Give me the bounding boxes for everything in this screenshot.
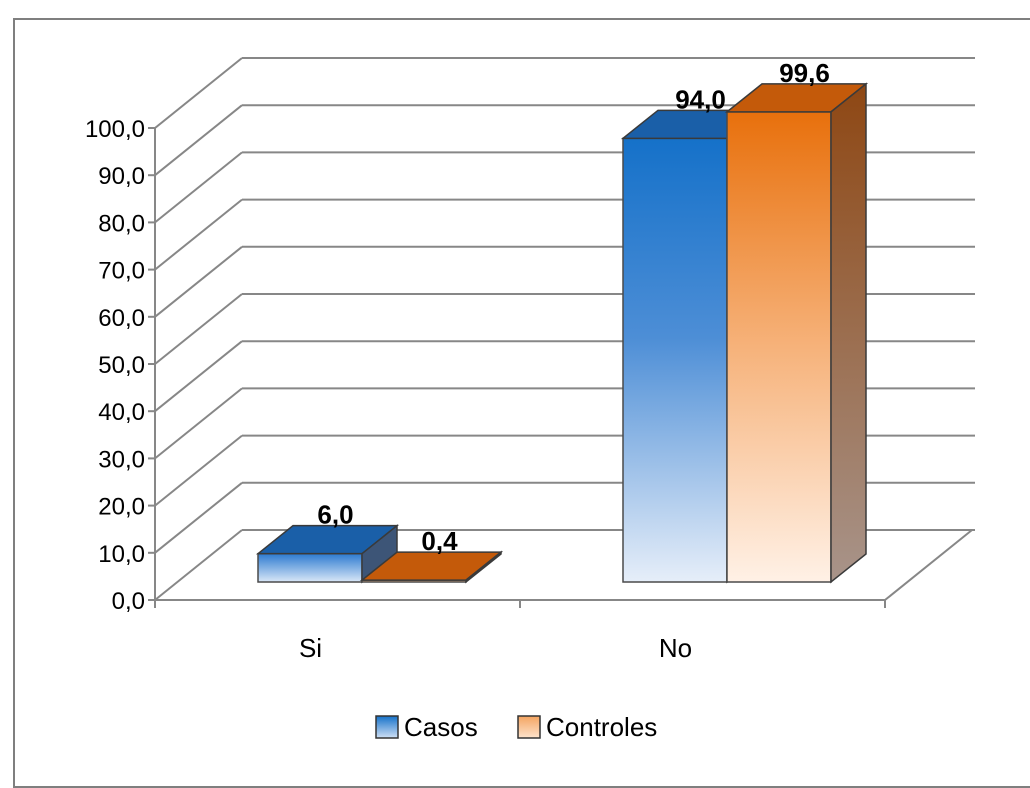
y-tick-label: 90,0 (98, 163, 145, 190)
data-label-casos-no: 94,0 (675, 84, 726, 114)
bar-casos-si (257, 552, 363, 583)
data-labels: 6,0 0,4 94,0 99,6 (317, 58, 829, 556)
floor-depth-edge (884, 529, 973, 601)
axes (154, 128, 973, 608)
legend-swatch-controles (517, 715, 541, 739)
legend-swatch-casos (375, 715, 399, 739)
gridline-depth (154, 529, 243, 601)
bar-side-controles-si (465, 550, 502, 584)
legend-label-casos: Casos (404, 712, 478, 742)
data-label-controles-no: 99,6 (779, 58, 830, 88)
y-tick-label: 10,0 (98, 541, 145, 568)
data-label-casos-si: 6,0 (317, 500, 353, 530)
y-tick-label: 0,0 (112, 588, 145, 615)
gridline-depth (154, 340, 243, 412)
bars (255, 82, 869, 584)
y-tick-label: 100,0 (85, 116, 145, 143)
y-tick-label: 50,0 (98, 352, 145, 379)
gridline-depth (154, 293, 243, 365)
y-tick-label: 30,0 (98, 446, 145, 473)
y-tick-label: 20,0 (98, 494, 145, 521)
gridline-depth (154, 246, 243, 318)
bar-controles-no (726, 111, 832, 583)
data-label-controles-si: 0,4 (421, 526, 458, 556)
category-labels: Si No (299, 633, 692, 663)
gridline-depth (154, 434, 243, 507)
y-axis-ticks: 0,0 10,0 20,0 30,0 40,0 50,0 60,0 70,0 80,0 90,0 1… (85, 116, 155, 615)
gridline-depth (154, 151, 243, 224)
gridline-depth (154, 104, 243, 176)
category-label-si: Si (299, 633, 322, 663)
bar-casos-no (622, 137, 728, 583)
y-tick-label: 40,0 (98, 399, 145, 426)
category-label-no: No (659, 633, 692, 663)
legend-label-controles: Controles (546, 712, 657, 742)
gridline-depth (154, 387, 243, 460)
gridline-depth (154, 57, 243, 129)
y-tick-label: 60,0 (98, 305, 145, 332)
legend: Casos Controles (375, 712, 657, 742)
bar-side-controles-no (830, 82, 867, 584)
y-tick-label: 70,0 (98, 258, 145, 285)
y-tick-label: 80,0 (98, 210, 145, 237)
gridline-depth (154, 198, 243, 271)
gridline-depth (154, 482, 243, 554)
